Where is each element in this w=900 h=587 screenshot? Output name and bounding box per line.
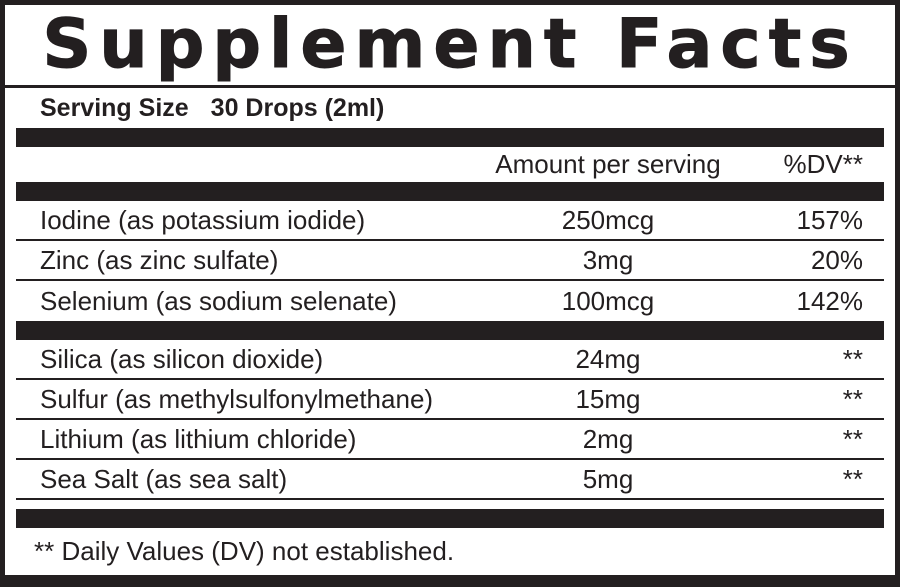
nutrient-amount: 3mg [582,244,634,275]
divider-bar-thick [16,509,884,528]
page-title: Supplement Facts [42,5,858,84]
daily-values-footnote: ** Daily Values (DV) not established. [34,536,455,566]
table-row-sulfur: Sulfur (as methylsulfonylmethane) 15mg *… [16,380,884,420]
table-row-iodine: Iodine (as potassium iodide) 250mcg 157% [16,201,884,241]
nutrient-amount: 250mcg [561,204,655,235]
nutrient-dv: ** [842,463,863,494]
nutrient-amount: 15mg [575,383,641,414]
nutrient-name: Zinc (as zinc sulfate) [40,244,279,275]
table-row-zinc: Zinc (as zinc sulfate) 3mg 20% [16,241,884,281]
nutrient-amount: 2mg [582,423,634,454]
divider-bar-thick [16,128,884,147]
nutrient-amount: 100mcg [561,285,655,316]
serving-size-label: Serving Size [40,93,189,122]
nutrient-dv: 142% [796,285,864,316]
serving-size-value: 30 Drops (2ml) [210,93,385,122]
nutrient-dv: 157% [796,204,864,235]
table-row-lithium: Lithium (as lithium chloride) 2mg ** [16,420,884,460]
nutrient-name: Silica (as silicon dioxide) [40,343,324,374]
serving-size-row: Serving Size 30 Drops (2ml) [16,88,884,128]
nutrient-name: Selenium (as sodium selenate) [40,285,397,316]
nutrient-amount: 5mg [582,463,634,494]
nutrient-amount: 24mg [575,343,641,374]
nutrient-name: Lithium (as lithium chloride) [40,423,357,454]
nutrient-name: Sulfur (as methylsulfonylmethane) [40,383,434,414]
label-body: Serving Size 30 Drops (2ml) Amount per s… [5,88,895,575]
column-header-row: Amount per serving %DV** [16,147,884,182]
table-row-silica: Silica (as silicon dioxide) 24mg ** [16,340,884,380]
title-section: Supplement Facts [5,5,895,88]
header-amount-per-serving: Amount per serving [495,149,721,179]
nutrient-dv: ** [842,343,863,374]
nutrient-name: Sea Salt (as sea salt) [40,463,288,494]
table-row-selenium: Selenium (as sodium selenate) 100mcg 142… [16,281,884,321]
table-row-sea-salt: Sea Salt (as sea salt) 5mg ** [16,460,884,500]
header-percent-dv: %DV** [783,149,863,179]
nutrient-dv: ** [842,383,863,414]
divider-bar-thick [16,321,884,340]
divider-bar-thick [16,182,884,201]
nutrient-dv: 20% [810,244,863,275]
nutrient-dv: ** [842,423,863,454]
nutrient-name: Iodine (as potassium iodide) [40,204,366,235]
